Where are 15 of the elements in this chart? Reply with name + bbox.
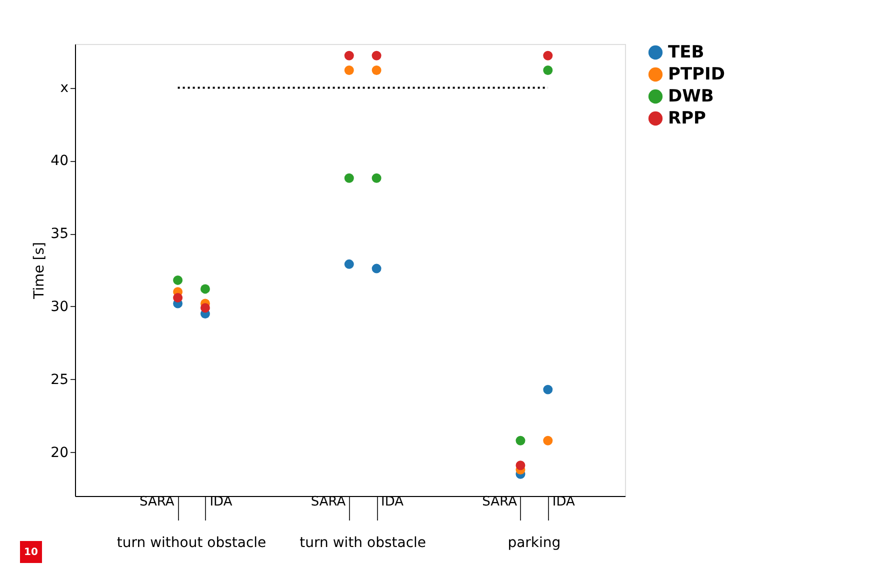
text: turn without obstacle xyxy=(116,535,266,551)
legend-label: TEB xyxy=(668,42,704,62)
y-tick-label: 25 xyxy=(50,372,68,388)
legend-label: DWB xyxy=(668,86,714,106)
text: turn with obstacle xyxy=(300,535,426,551)
y-tick-label: 20 xyxy=(50,444,68,461)
y-tick-label: 40 xyxy=(50,153,68,170)
y-tick-label: x xyxy=(60,80,68,96)
y-tick-label: 35 xyxy=(50,226,68,242)
legend-label: PTPID xyxy=(668,64,725,84)
text: 10 xyxy=(24,547,38,558)
y-tick-label: 30 xyxy=(50,298,68,315)
y-axis-title: Time [s] xyxy=(32,242,48,300)
text: parking xyxy=(508,535,561,551)
legend-label: RPP xyxy=(668,108,706,128)
